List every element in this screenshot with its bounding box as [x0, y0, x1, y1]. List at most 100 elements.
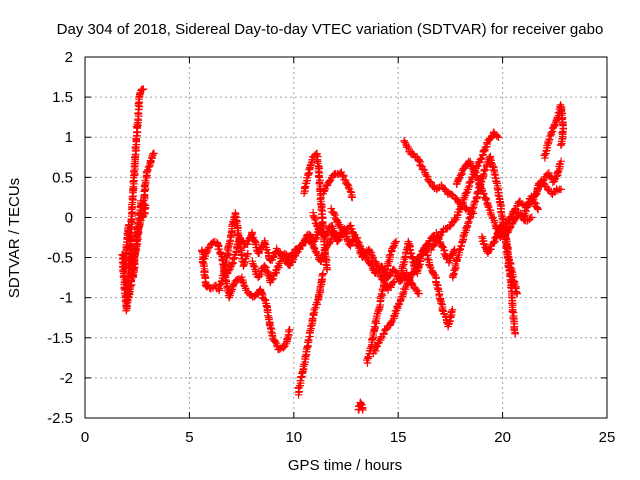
- data-point: [336, 233, 344, 242]
- data-point: [251, 240, 260, 249]
- data-point: [477, 154, 486, 162]
- data-point: [239, 262, 248, 270]
- y-axis-label: SDTVAR / TECUs: [6, 178, 23, 298]
- series-arc24: [540, 101, 568, 162]
- y-tick-label: -2.5: [47, 410, 73, 427]
- data-point: [267, 328, 276, 336]
- data-point: [141, 201, 150, 210]
- data-point: [215, 245, 224, 253]
- data-point: [390, 277, 398, 286]
- data-point: [494, 191, 502, 199]
- data-point: [508, 307, 517, 315]
- series-arc3: [122, 201, 150, 302]
- data-point: [407, 249, 416, 257]
- y-tick-label: 1: [65, 129, 73, 146]
- y-tick-label: 0: [65, 209, 73, 226]
- data-point: [415, 289, 423, 298]
- data-point: [348, 193, 357, 202]
- data-point: [430, 240, 438, 249]
- data-point: [468, 164, 476, 172]
- data-point: [422, 248, 431, 256]
- data-point: [425, 177, 434, 186]
- data-point: [150, 149, 158, 158]
- data-point: [307, 322, 315, 330]
- series-arc8: [294, 269, 327, 399]
- data-point: [363, 354, 372, 362]
- data-point: [533, 204, 542, 213]
- data-point: [364, 352, 373, 361]
- data-point: [386, 250, 395, 259]
- data-point: [272, 244, 281, 253]
- data-point: [427, 246, 435, 254]
- data-point: [467, 208, 476, 216]
- data-point: [248, 229, 256, 238]
- data-point: [494, 133, 503, 142]
- y-tick-label: -1.5: [47, 330, 73, 347]
- data-point: [473, 188, 482, 196]
- data-point: [276, 344, 285, 353]
- data-point: [269, 274, 277, 283]
- data-point: [322, 260, 330, 269]
- data-point: [202, 248, 211, 257]
- data-point: [519, 212, 528, 221]
- data-point: [380, 329, 388, 338]
- data-point: [493, 229, 502, 238]
- data-point: [330, 209, 338, 218]
- data-point: [358, 406, 367, 414]
- data-point: [448, 190, 456, 199]
- data-point: [415, 157, 424, 165]
- data-point: [285, 325, 294, 334]
- axis-ticks: 0 5 10 15 20 25 -2.5 -2 -1.5 -1 -0.5 0 0.5 1 1.5 2: [47, 49, 615, 446]
- data-point: [229, 255, 237, 263]
- y-tick-label: -2: [60, 370, 73, 387]
- data-point: [346, 187, 355, 196]
- data-point: [382, 270, 390, 278]
- data-point: [534, 205, 542, 214]
- data-point: [415, 261, 423, 270]
- data-point: [457, 241, 466, 250]
- data-point: [477, 155, 485, 164]
- y-tick-label: 2: [65, 49, 73, 66]
- data-point: [392, 237, 400, 246]
- series-arc9: [300, 149, 332, 274]
- data-point: [371, 257, 380, 266]
- data-point: [377, 290, 386, 298]
- data-point: [267, 275, 276, 284]
- data-point: [511, 329, 519, 338]
- data-point: [546, 132, 554, 140]
- data-point: [399, 289, 407, 298]
- data-point: [446, 312, 455, 321]
- data-point: [122, 301, 131, 310]
- data-point: [557, 185, 565, 194]
- data-marks: [118, 85, 568, 414]
- x-tick-label: 15: [390, 429, 407, 446]
- data-point: [244, 249, 252, 258]
- data-point: [349, 229, 357, 238]
- x-tick-label: 10: [285, 429, 302, 446]
- data-point: [222, 279, 230, 288]
- data-point: [481, 166, 490, 174]
- data-point: [375, 303, 384, 312]
- data-point: [309, 309, 318, 318]
- series-arc6: [223, 221, 325, 278]
- data-point: [200, 270, 209, 279]
- data-point: [408, 253, 416, 262]
- data-point: [362, 250, 370, 258]
- y-tick-label: 1.5: [52, 89, 73, 106]
- data-point: [389, 278, 398, 287]
- x-tick-label: 20: [494, 429, 511, 446]
- x-tick-label: 5: [185, 429, 193, 446]
- data-point: [487, 158, 495, 167]
- data-point: [260, 262, 269, 270]
- data-point: [465, 217, 473, 226]
- data-point: [509, 314, 517, 322]
- y-tick-label: -0.5: [47, 250, 73, 267]
- data-point: [557, 141, 565, 150]
- data-point: [416, 254, 425, 263]
- data-point: [493, 132, 501, 141]
- data-point: [427, 178, 435, 187]
- series-arc5: [200, 237, 294, 354]
- data-point: [319, 269, 327, 278]
- data-point: [550, 121, 559, 129]
